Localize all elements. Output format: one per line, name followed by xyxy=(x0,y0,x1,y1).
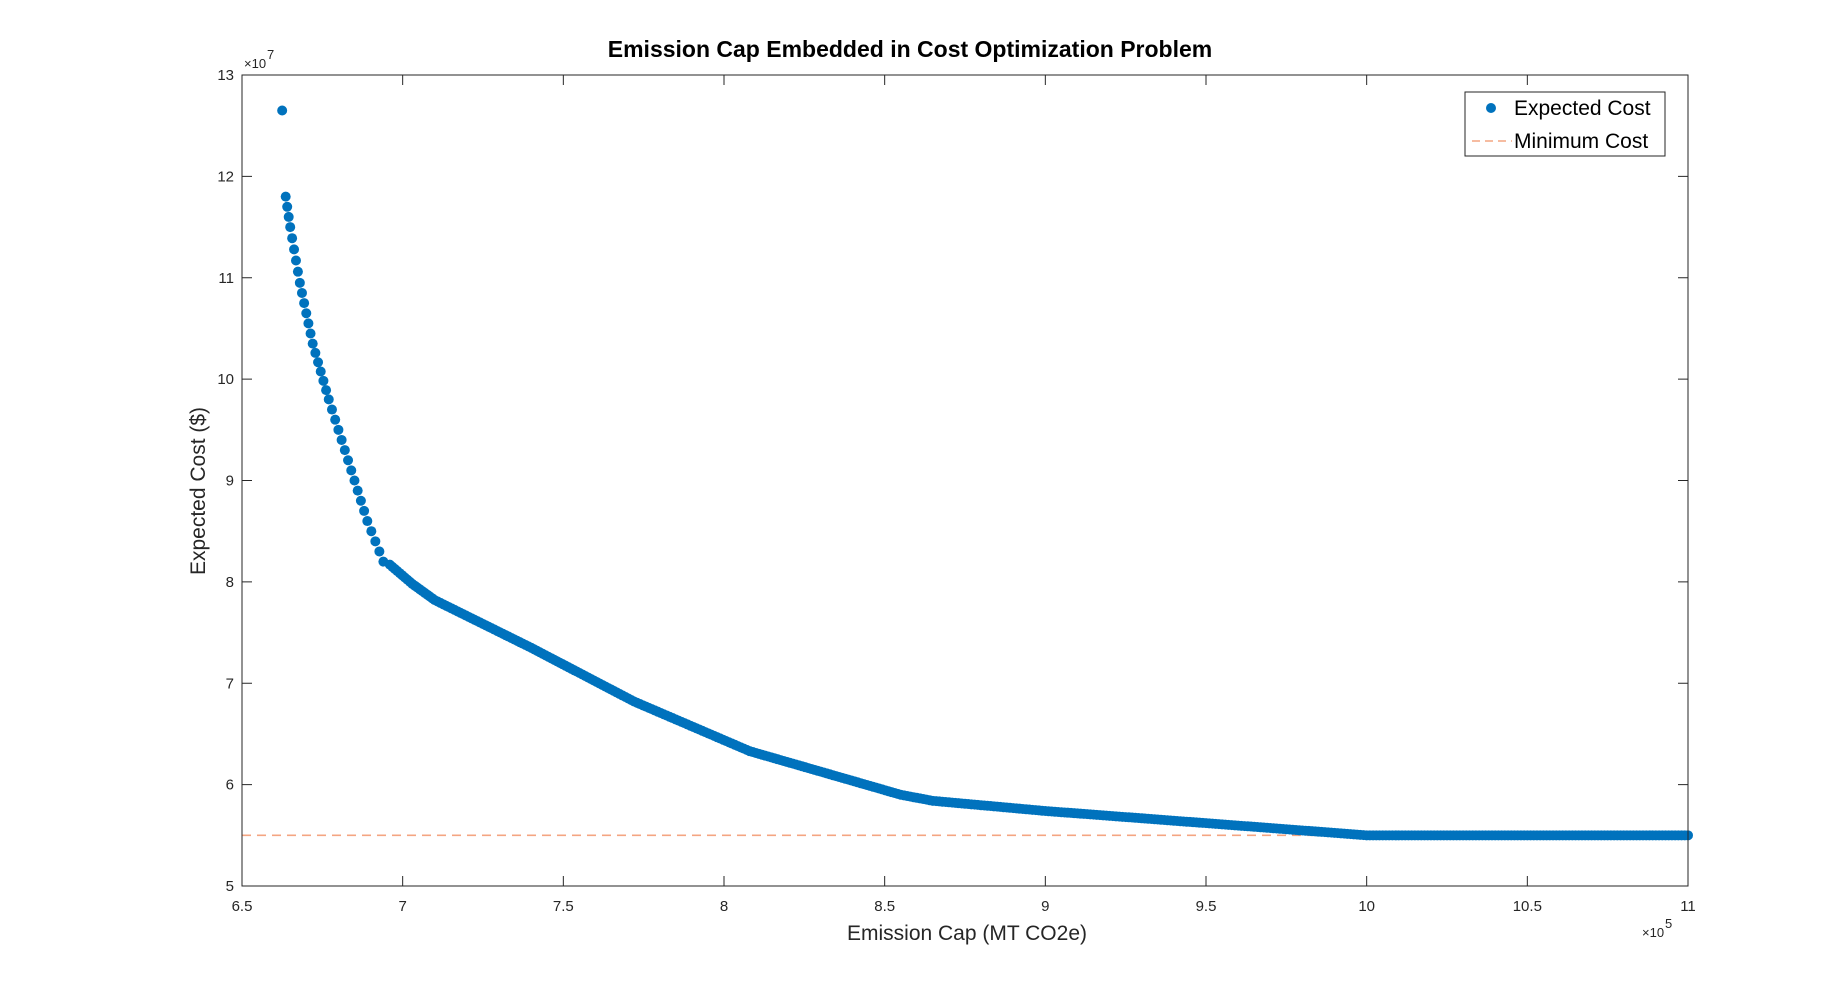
expected-cost-point xyxy=(299,298,310,309)
y-exponent-power: 7 xyxy=(267,47,274,62)
expected-cost-point xyxy=(307,338,318,349)
expected-cost-point xyxy=(336,434,347,445)
y-tick-label: 12 xyxy=(217,168,234,185)
plot-area xyxy=(242,75,1688,886)
expected-cost-point xyxy=(370,536,381,547)
expected-cost-point xyxy=(359,505,370,516)
expected-cost-point xyxy=(330,414,341,425)
y-tick-label: 10 xyxy=(217,371,234,388)
y-exponent-base: ×10 xyxy=(244,56,266,71)
expected-cost-point xyxy=(343,455,354,466)
x-exponent: ×10 5 xyxy=(1642,916,1672,940)
legend-marker-expected-cost xyxy=(1486,103,1496,113)
expected-cost-point xyxy=(366,526,377,537)
y-tick-label: 11 xyxy=(218,270,234,287)
x-exponent-power: 5 xyxy=(1665,916,1672,931)
expected-cost-point xyxy=(282,201,293,212)
expected-cost-point xyxy=(305,328,316,339)
y-axis-label: Expected Cost ($) xyxy=(187,407,210,575)
y-tick-label: 13 xyxy=(217,67,234,84)
x-tick-label: 10.5 xyxy=(1513,898,1542,915)
expected-cost-point xyxy=(290,255,301,266)
legend-box xyxy=(1464,91,1666,157)
y-tick-label: 6 xyxy=(226,777,234,794)
expected-cost-point xyxy=(285,222,296,233)
x-tick-label: 11 xyxy=(1680,898,1696,915)
legend-label-expected-cost: Expected Cost xyxy=(1514,97,1651,120)
expected-cost-point xyxy=(323,394,334,405)
x-exponent-base: ×10 xyxy=(1642,925,1664,940)
x-tick-label: 6.5 xyxy=(232,898,253,915)
expected-cost-point xyxy=(287,233,298,244)
expected-cost-point xyxy=(321,385,332,396)
y-exponent: ×10 7 xyxy=(244,47,274,71)
expected-cost-point xyxy=(326,404,337,415)
expected-cost-point xyxy=(315,366,326,377)
x-tick-label: 9.5 xyxy=(1196,898,1217,915)
x-tick-label: 9 xyxy=(1041,898,1049,915)
expected-cost-point xyxy=(301,308,312,319)
expected-cost-point xyxy=(349,475,360,486)
expected-cost-point xyxy=(294,277,305,288)
expected-cost-point xyxy=(355,495,366,506)
x-axis-label: Emission Cap (MT CO2e) xyxy=(847,922,1087,945)
x-tick-label: 10 xyxy=(1358,898,1375,915)
y-axis-ticks: 5 6 7 8 9 10 11 12 13 xyxy=(217,67,1688,895)
legend: Expected Cost Minimum Cost xyxy=(1464,91,1666,157)
expected-cost-point xyxy=(292,266,303,277)
y-tick-label: 9 xyxy=(226,473,234,490)
expected-cost-point xyxy=(303,318,314,329)
x-tick-label: 8.5 xyxy=(874,898,895,915)
y-tick-label: 5 xyxy=(226,878,234,895)
expected-cost-point xyxy=(280,191,291,202)
expected-cost-point xyxy=(346,465,357,476)
expected-cost-point xyxy=(333,424,344,435)
expected-cost-point xyxy=(374,546,385,557)
x-tick-label: 7 xyxy=(398,898,406,915)
expected-cost-point xyxy=(310,347,321,358)
expected-cost-point xyxy=(277,105,288,116)
expected-cost-point xyxy=(313,357,324,368)
expected-cost-point xyxy=(339,445,350,456)
expected-cost-point xyxy=(352,485,363,496)
expected-cost-point xyxy=(289,244,300,255)
expected-cost-point xyxy=(296,287,307,298)
expected-cost-points xyxy=(277,105,1693,841)
y-tick-label: 8 xyxy=(226,574,234,591)
x-axis-ticks: 6.5 7 7.5 8 8.5 9 9.5 10 10.5 11 xyxy=(232,75,1696,915)
expected-cost-point xyxy=(318,375,329,386)
legend-label-minimum-cost: Minimum Cost xyxy=(1514,130,1648,153)
y-tick-label: 7 xyxy=(226,675,234,692)
x-tick-label: 8 xyxy=(720,898,728,915)
x-tick-label: 7.5 xyxy=(553,898,574,915)
expected-cost-point xyxy=(362,516,373,527)
expected-cost-point xyxy=(283,211,294,222)
chart-title: Emission Cap Embedded in Cost Optimizati… xyxy=(608,36,1212,62)
